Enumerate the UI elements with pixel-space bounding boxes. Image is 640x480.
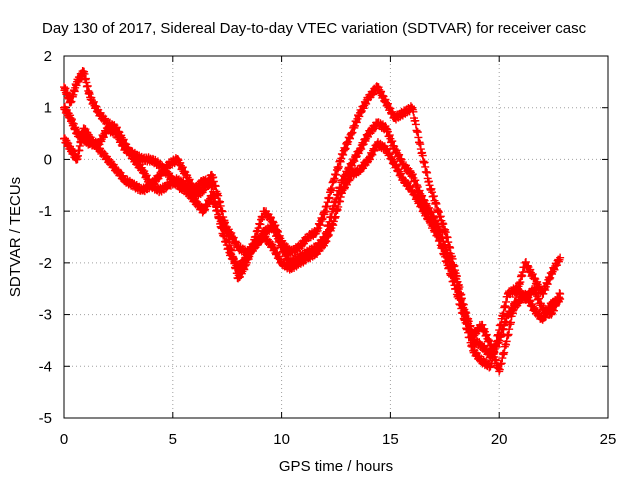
y-tick-label: -1 — [39, 203, 52, 220]
x-tick-label: 0 — [60, 431, 68, 448]
x-tick-label: 10 — [273, 431, 290, 448]
x-tick-label: 25 — [600, 431, 617, 448]
y-tick-label: 1 — [44, 100, 52, 117]
tick-label-layer: 0 5 10 15 20 25 -5 -4 -3 -2 -1 0 1 2 — [39, 48, 617, 448]
data-point — [556, 289, 565, 298]
x-axis-label: GPS time / hours — [279, 458, 393, 475]
data-point — [556, 253, 565, 262]
series-track-c — [60, 124, 565, 372]
data-layer — [60, 67, 565, 376]
plot-frame — [63, 55, 609, 419]
tick-layer — [63, 55, 609, 419]
series-track-a — [60, 67, 565, 376]
x-tick-label: 5 — [169, 431, 177, 448]
y-tick-label: 0 — [44, 151, 52, 168]
y-tick-label: -2 — [39, 255, 52, 272]
y-tick-label: 2 — [44, 48, 52, 65]
x-tick-label: 15 — [382, 431, 399, 448]
x-tick-label: 20 — [491, 431, 508, 448]
grid-layer — [64, 56, 608, 418]
y-tick-label: -3 — [39, 307, 52, 324]
y-tick-label: -4 — [39, 358, 52, 375]
chart-title: Day 130 of 2017, Sidereal Day-to-day VTE… — [42, 20, 587, 37]
y-axis-label: SDTVAR / TECUs — [7, 177, 24, 297]
y-tick-label: -5 — [39, 410, 52, 427]
